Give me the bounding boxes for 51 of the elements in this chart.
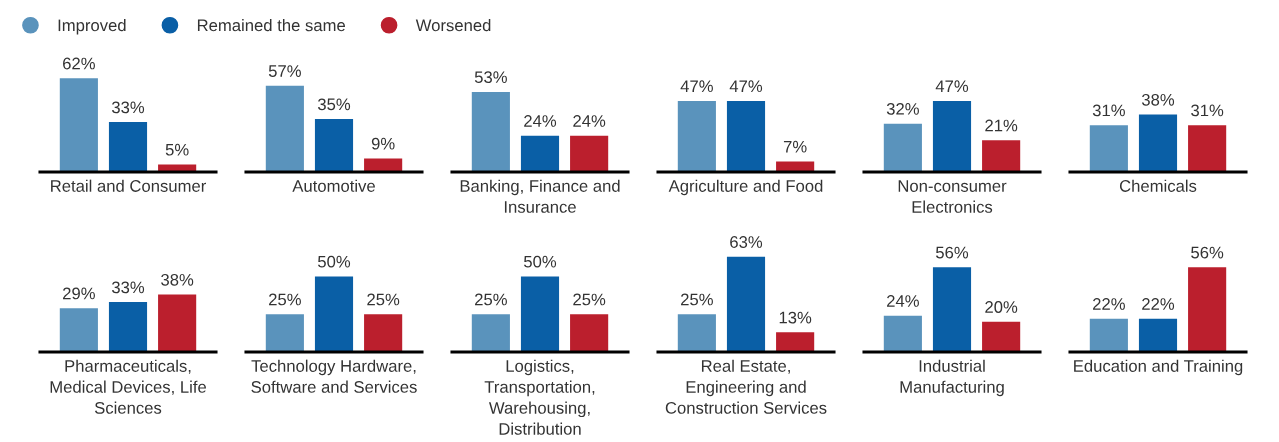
data-label: 5% [165, 143, 189, 156]
data-label: 38% [161, 273, 194, 286]
data-label: 63% [730, 236, 763, 248]
data-label: 21% [985, 119, 1018, 132]
data-label: 33% [111, 281, 145, 294]
x-axis-title: Non-consumer Electronics [898, 180, 1007, 213]
data-label: 50% [523, 255, 557, 268]
x-axis-title: Real Estate, Engineering and Construction Services [665, 359, 827, 414]
data-label: 13% [779, 311, 812, 324]
data-label: 62% [63, 57, 95, 70]
x-axis-title: Banking, Finance and Insurance [460, 179, 620, 213]
data-label: 7% [783, 140, 807, 153]
data-label: 24% [887, 295, 919, 307]
legend-label: Worsened [415, 19, 491, 32]
x-axis-title: Chemicals [1119, 179, 1197, 192]
x-axis-title: Retail and Consumer [51, 179, 207, 192]
data-label: 25% [573, 293, 606, 306]
data-label: 53% [474, 71, 507, 84]
data-label: 56% [935, 246, 969, 259]
data-label: 47% [935, 80, 969, 93]
x-axis-title: Automotive [292, 179, 375, 192]
data-label: 22% [1142, 298, 1175, 310]
data-label: 47% [729, 80, 763, 93]
x-axis-title: Logistics, Transportation, Warehousing, Distribution [484, 359, 595, 435]
data-label: 24% [524, 115, 557, 127]
x-axis-title: Pharmaceuticals, Medical Devices, Life Sciences [50, 359, 206, 414]
data-label: 47% [680, 80, 713, 93]
data-label: 31% [1191, 104, 1224, 117]
data-label: 25% [475, 293, 507, 306]
data-label: 24% [573, 115, 606, 127]
x-axis-title: Industrial Manufacturing [900, 359, 1004, 397]
data-label: 25% [681, 293, 713, 306]
data-label: 9% [371, 137, 395, 150]
data-label: 20% [985, 301, 1018, 313]
data-label: 57% [268, 65, 301, 77]
data-label: 32% [886, 102, 919, 115]
x-axis-title: Education and Training [1074, 359, 1243, 376]
data-label: 50% [317, 255, 351, 268]
data-label: 29% [63, 287, 95, 300]
data-label: 25% [269, 293, 301, 306]
data-label: 22% [1093, 298, 1125, 310]
legend-label: Improved [58, 19, 126, 35]
data-label: 56% [1191, 246, 1224, 259]
legend-label: Remained the same [197, 19, 346, 32]
data-label: 25% [367, 293, 400, 306]
x-axis-title: Technology Hardware, Software and Services [251, 359, 417, 393]
data-label: 38% [1141, 93, 1175, 106]
data-label: 33% [111, 101, 145, 114]
x-axis-title: Agriculture and Food [668, 179, 823, 196]
data-label: 31% [1092, 104, 1125, 117]
data-label: 35% [317, 98, 351, 111]
